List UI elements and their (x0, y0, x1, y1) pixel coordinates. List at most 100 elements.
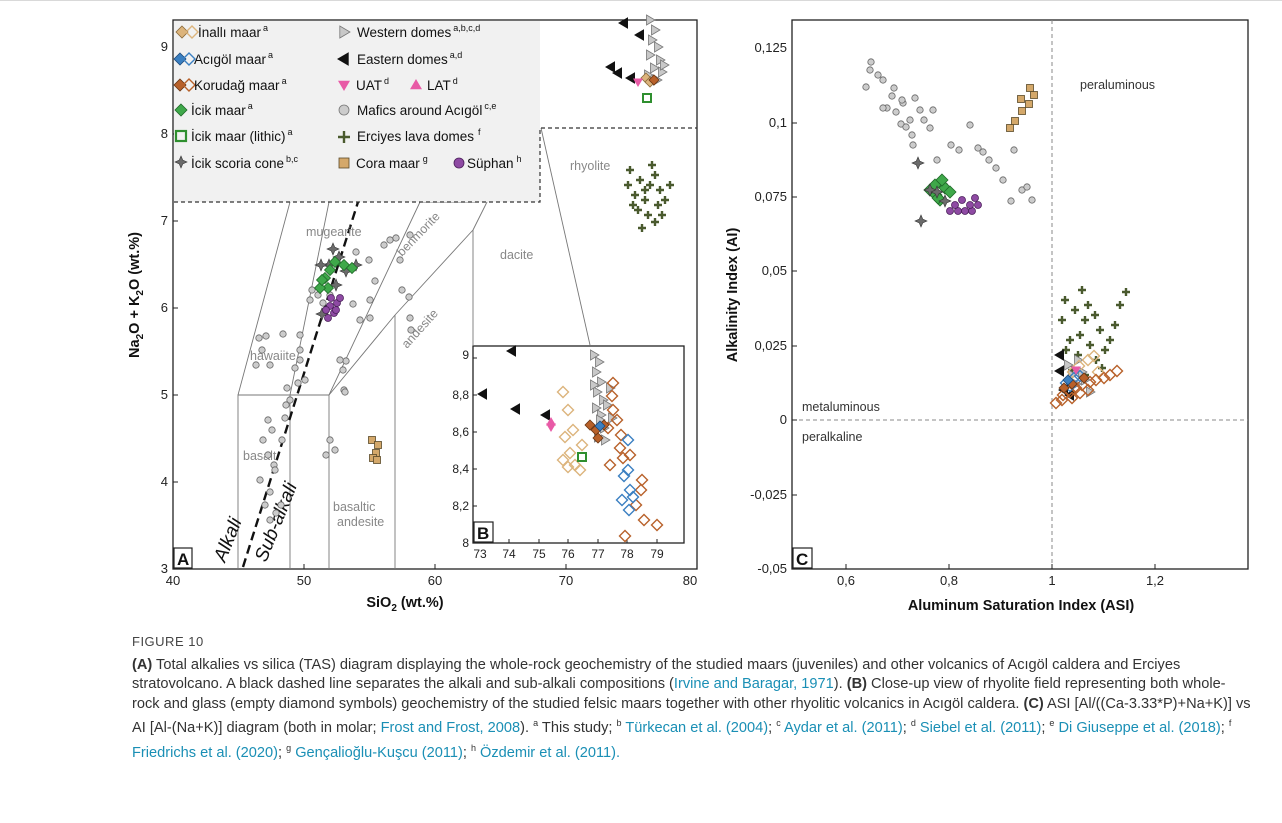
tas-erciyes-point-10 (634, 206, 642, 214)
a-xtick-70: 70 (559, 573, 573, 588)
asi-mafic-point-1 (866, 66, 874, 74)
asi-mafic-point-29 (1023, 183, 1031, 191)
asi-erciyes-point-4 (1076, 331, 1084, 339)
ref-gencalioglu[interactable]: Gençalioğlu-Kuşcu (2011) (295, 744, 463, 761)
tas-mafic-point-35 (392, 234, 400, 242)
ref-turkecan[interactable]: Türkecan et al. (2004) (625, 720, 769, 737)
panel-b-letter-box (473, 521, 494, 543)
tas-mafic-point-52 (341, 388, 349, 396)
field-mugearite: mugearite (306, 225, 362, 239)
tas-mafic-point-30 (326, 436, 334, 444)
inset-korudag-open-point-7 (623, 448, 637, 462)
legend-acigol: Acıgöl maar a (194, 50, 273, 67)
tas-erciyes-point-14 (658, 211, 666, 219)
tas-western-point-6 (650, 62, 660, 74)
tas-erciyes-point-16 (666, 181, 674, 189)
ref-friedrichs[interactable]: Friedrichs et al. (2020) (132, 744, 278, 761)
legend-background (174, 21, 540, 202)
inset-inalli-open-point-1 (561, 403, 575, 417)
asi-erciyes-point-10 (1058, 316, 1066, 324)
inset-lat-point (546, 417, 556, 426)
asi-mafic-point-4 (879, 76, 887, 84)
sep-1: ; (768, 720, 777, 737)
inset-korudag-open-point-2 (610, 413, 624, 427)
legend-cora: Cora maar g (356, 154, 428, 171)
inset-korudag-open-point-6 (616, 451, 630, 465)
note-f-sup: f (1228, 718, 1232, 729)
inset-western-point-11 (603, 399, 613, 411)
asi-mafic-point-18 (947, 141, 955, 149)
b-ytick-8-4: 8,4 (452, 462, 469, 476)
ref-di-giuseppe[interactable]: Di Giuseppe et al. (2018) (1058, 720, 1221, 737)
tas-mafic-point-19 (279, 330, 287, 338)
tas-mafic-point-55 (406, 231, 414, 239)
sep-3: ; (1041, 720, 1050, 737)
tas-mafic-point-46 (258, 346, 266, 354)
asi-uat-point (1071, 366, 1081, 375)
legend-inalli: İnallı maar a (198, 23, 268, 40)
ref-ozdemir[interactable]: Özdemir et al. (2011). (480, 744, 621, 761)
tas-mafic-point-16 (296, 346, 304, 354)
inset-inalli-open-point-2 (566, 423, 580, 437)
asi-scoria-point-0 (911, 156, 925, 170)
asi-korudag-open-point-8 (1110, 364, 1124, 378)
a-xtick-60: 60 (428, 573, 442, 588)
a-xtick-50: 50 (297, 573, 311, 588)
ref-siebel[interactable]: Siebel et al. (2011) (919, 720, 1042, 737)
note-c-sup: c (776, 718, 781, 729)
legend-acigol-open-icon (182, 52, 196, 66)
asi-cora-point-0 (1006, 124, 1014, 132)
legend-icik-icon (174, 103, 188, 117)
a-ylabel: Na2O + K2O (wt.%) (127, 232, 146, 358)
tas-mafic-point-43 (272, 509, 280, 517)
inset-uat-point (546, 423, 556, 432)
inset-korudag-open-point-14 (606, 403, 620, 417)
asi-erciyes-point-8 (1101, 346, 1109, 354)
asi-mafic-point-25 (999, 176, 1007, 184)
ref-frost-frost[interactable]: Frost and Frost, 2008 (380, 720, 521, 737)
tas-mafic-point-0 (266, 361, 274, 369)
panel-b-rhyolite-inset: 73 74 75 76 77 78 79 8 8,2 8,4 8,6 8,8 9… (452, 345, 685, 561)
b-xtick-78: 78 (620, 547, 634, 561)
ref-irvine-baragar[interactable]: Irvine and Baragar, 1971 (673, 676, 834, 693)
tas-mafic-point-18 (255, 334, 263, 342)
asi-erciyes-point-11 (1084, 301, 1092, 309)
asi-erciyes-point-0 (1061, 296, 1069, 304)
c-ylabel: Alkalinity Index (AI) (725, 228, 741, 363)
legend-border (174, 127, 697, 203)
a-xlabel-end: (wt.%) (397, 595, 444, 611)
tas-mafic-point-21 (306, 296, 314, 304)
tas-suphan-point-5 (336, 294, 344, 302)
tas-mafic-point-37 (398, 286, 406, 294)
tas-mafic-point-45 (252, 361, 260, 369)
figure-10-graphic: basalt basaltic andesite andesite dacite… (127, 14, 1249, 614)
ref-aydar[interactable]: Aydar et al. (2011) (783, 720, 903, 737)
tas-mafic-point-36 (396, 256, 404, 264)
inset-acigol-open-point-4 (615, 493, 629, 507)
tas-mafic-point-12 (286, 396, 294, 404)
asi-mafic-point-22 (979, 148, 987, 156)
a-ytick-5: 5 (161, 387, 168, 402)
asi-mafic-point-19 (955, 146, 963, 154)
caption-c-text: ASI [Al/((Ca-3.33*P)+Na+K)] vs AI [Al-(N… (132, 695, 1251, 737)
asi-suphan-point-5 (951, 201, 959, 209)
a-xlabel-main: SiO (366, 595, 391, 611)
legend-icik-scoria: İcik scoria cone b,c (191, 154, 299, 171)
tas-mafic-point-4 (264, 451, 272, 459)
panel-c-asi-ai-diagram: peraluminous metaluminous peralkaline 0,… (725, 19, 1249, 614)
tas-suphan-point-4 (327, 294, 335, 302)
inset-acigol-point (594, 420, 606, 432)
tas-korudag-point (648, 74, 660, 86)
tas-mafic-point-2 (268, 426, 276, 434)
a-ytick-7: 7 (161, 213, 168, 228)
panel-b-letter: B (477, 524, 489, 543)
tas-mafic-point-33 (380, 241, 388, 249)
tas-cora-point-4 (373, 456, 381, 464)
c-ytick-01: 0,1 (769, 115, 787, 130)
asi-erciyes-point-18 (1122, 288, 1130, 296)
label-peralkaline: peralkaline (802, 430, 863, 444)
tas-erciyes-point-9 (644, 211, 652, 219)
tas-western-point-1 (651, 24, 661, 36)
tas-mafic-point-40 (366, 314, 374, 322)
asi-cora-point-4 (1030, 91, 1038, 99)
